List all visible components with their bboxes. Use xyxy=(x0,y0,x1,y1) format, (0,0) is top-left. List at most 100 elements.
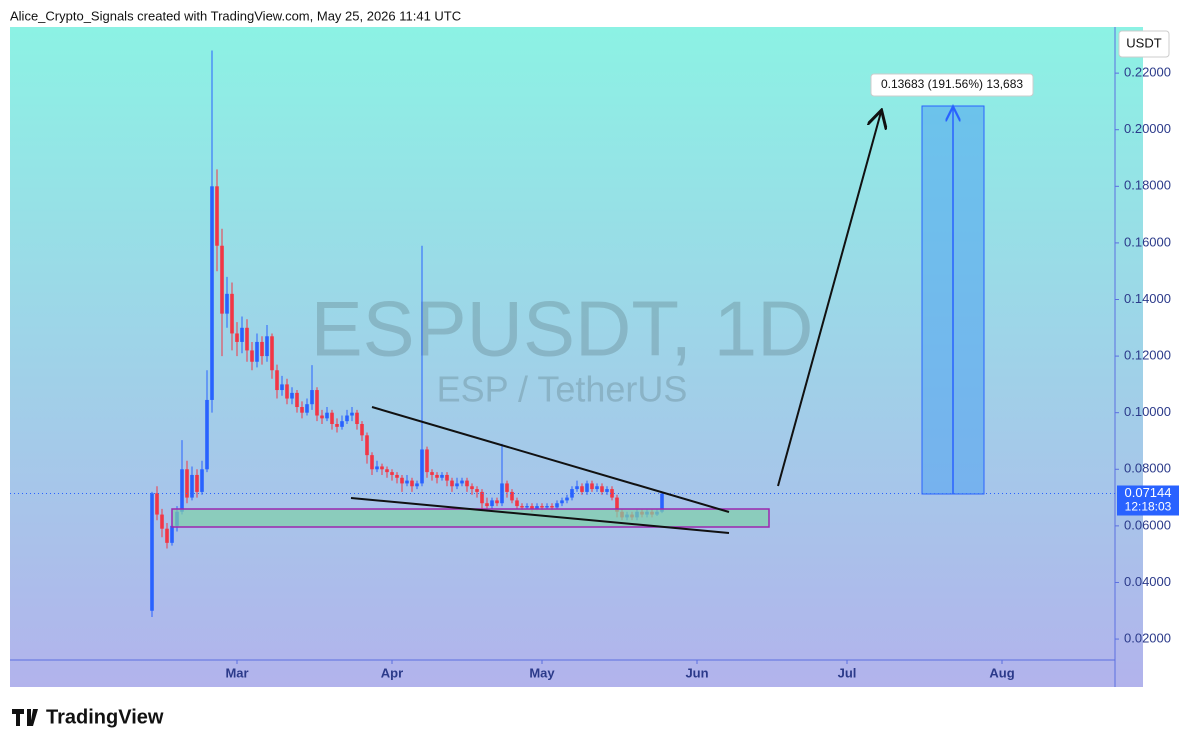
x-tick-label: May xyxy=(529,665,555,680)
y-tick-label: 0.02000 xyxy=(1124,630,1171,645)
candle-body xyxy=(545,506,549,508)
y-tick-label: 0.04000 xyxy=(1124,574,1171,589)
candle-body xyxy=(400,477,404,484)
y-tick-label: 0.08000 xyxy=(1124,461,1171,476)
candle-body xyxy=(450,480,454,487)
candle-body xyxy=(495,500,499,504)
candle-body xyxy=(390,472,394,475)
candle-body xyxy=(430,472,434,475)
candle-body xyxy=(535,506,539,509)
candle-body xyxy=(470,486,474,490)
candle-body xyxy=(230,293,234,334)
candle-body xyxy=(520,506,524,508)
candle-body xyxy=(295,392,299,408)
y-tick-label: 0.14000 xyxy=(1124,291,1171,306)
y-tick-label: 0.22000 xyxy=(1124,65,1171,80)
candle-body xyxy=(235,333,239,342)
candle-body xyxy=(310,390,314,405)
attribution: Alice_Crypto_Signals created with Tradin… xyxy=(10,8,461,23)
candle-body xyxy=(205,399,209,470)
trendline-upper xyxy=(371,406,730,513)
y-tick-label: 0.20000 xyxy=(1124,121,1171,136)
brand-name: TradingView xyxy=(46,706,164,728)
candle-body xyxy=(555,503,559,508)
candle-body xyxy=(195,474,199,492)
candle-body xyxy=(395,474,399,478)
last-price-box xyxy=(1117,485,1179,516)
x-tick-label: Jun xyxy=(685,665,708,680)
candle-body xyxy=(180,469,184,512)
candle-body xyxy=(475,489,479,492)
candle-body xyxy=(150,493,154,611)
candle-body xyxy=(260,341,264,357)
candle-body xyxy=(480,491,484,504)
candle-body xyxy=(225,293,229,314)
candle-body xyxy=(605,489,609,492)
x-tick-label: Jul xyxy=(838,665,857,680)
candle-body xyxy=(335,424,339,427)
plot: 0.02000 0.04000 0.06000 0.08000 0.10000 0.120… xyxy=(10,50,1179,680)
candle-body xyxy=(445,474,449,481)
candle-body xyxy=(300,407,304,413)
candle-body xyxy=(290,392,294,399)
candle-body xyxy=(365,435,369,456)
candle-body xyxy=(305,404,309,413)
candle-body xyxy=(600,486,604,492)
candle-body xyxy=(525,506,529,508)
candle-body xyxy=(435,474,439,478)
candle-body xyxy=(250,350,254,362)
candle-body xyxy=(375,466,379,470)
countdown-label: 12:18:03 xyxy=(1125,500,1172,514)
candle-body xyxy=(360,424,364,436)
candle-body xyxy=(340,421,344,427)
watermark-title: ESPUSDT, 1D xyxy=(311,285,814,373)
trendline-lower xyxy=(350,497,730,534)
candle-body xyxy=(515,500,519,507)
candle-body xyxy=(385,469,389,473)
candle-body xyxy=(160,514,164,529)
candle-body xyxy=(315,390,319,416)
candle-body xyxy=(165,528,169,543)
y-tick-label: 0.18000 xyxy=(1124,178,1171,193)
candle-body xyxy=(275,370,279,391)
candle-body xyxy=(460,480,464,484)
candle-body xyxy=(345,415,349,422)
candle-body xyxy=(155,493,159,515)
candle-body xyxy=(215,186,219,246)
candle-body xyxy=(585,483,589,492)
y-tick-label: 0.06000 xyxy=(1124,517,1171,532)
candle-body xyxy=(570,489,574,498)
candle-body xyxy=(540,506,544,508)
candle-body xyxy=(565,497,569,501)
candle-body xyxy=(595,486,599,490)
y-tick-label: 0.12000 xyxy=(1124,348,1171,363)
measure-label: 0.13683 (191.56%) 13,683 xyxy=(881,77,1023,91)
candle-body xyxy=(265,336,269,357)
candle-body xyxy=(325,412,329,419)
candle-body xyxy=(425,449,429,473)
candle-body xyxy=(255,341,259,362)
axis-unit-box xyxy=(1118,30,1170,58)
measure-label-box xyxy=(870,73,1034,97)
y-tick-label: 0.10000 xyxy=(1124,404,1171,419)
candle-body xyxy=(220,245,224,314)
projection-arrow xyxy=(777,112,881,487)
candle-body xyxy=(330,412,334,425)
candle-body xyxy=(505,483,509,492)
x-tick-label: Apr xyxy=(381,665,403,680)
candle-body xyxy=(320,415,324,419)
candle-body xyxy=(465,480,469,487)
candle-body xyxy=(240,327,244,342)
x-tick-label: Mar xyxy=(225,665,248,680)
candle-body xyxy=(410,480,414,487)
candle-body xyxy=(455,483,459,487)
y-tick-label: 0.16000 xyxy=(1124,234,1171,249)
candle-body xyxy=(200,469,204,492)
candle-body xyxy=(510,491,514,501)
candle-body xyxy=(190,474,194,498)
watermark-subtitle: ESP / TetherUS xyxy=(437,369,688,410)
candle-body xyxy=(420,449,424,484)
candle-body xyxy=(415,483,419,487)
candle-body xyxy=(245,327,249,351)
